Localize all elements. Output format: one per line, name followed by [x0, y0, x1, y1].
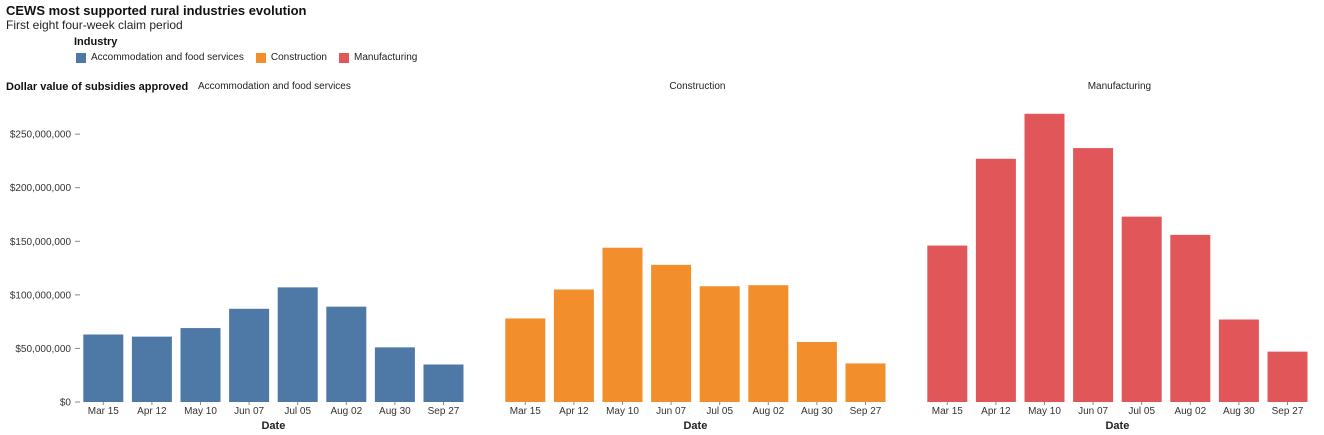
- x-tick-label: Jul 05: [284, 406, 311, 417]
- x-tick-label: May 10: [184, 406, 217, 417]
- facet-title-construction: Construction: [669, 81, 725, 92]
- x-tick-label: Mar 15: [510, 406, 542, 417]
- x-tick-label: Aug 30: [1223, 406, 1255, 417]
- facet-title-manufacturing: Manufacturing: [1088, 81, 1151, 92]
- x-tick-label: Apr 12: [137, 406, 167, 417]
- bar-accommodation-and-food-services-aug-02: [326, 306, 367, 402]
- x-axis-label: Date: [683, 420, 707, 432]
- legend-label-accommodation: Accommodation and food services: [91, 52, 244, 63]
- bar-accommodation-and-food-services-jul-05: [277, 287, 318, 402]
- y-tick-label: $150,000,000: [10, 237, 72, 248]
- x-tick-label: Jul 05: [706, 406, 733, 417]
- x-tick-label: Jun 07: [656, 406, 686, 417]
- bar-manufacturing-apr-12: [975, 158, 1016, 402]
- bar-accommodation-and-food-services-apr-12: [131, 336, 172, 402]
- bar-construction-may-10: [602, 247, 643, 402]
- x-tick-label: Aug 02: [752, 406, 784, 417]
- y-tick-label: $100,000,000: [10, 290, 72, 301]
- x-tick-label: Aug 30: [379, 406, 411, 417]
- bar-manufacturing-aug-30: [1218, 319, 1259, 402]
- legend: Accommodation and food services Construc…: [76, 52, 417, 63]
- y-axis-label: Dollar value of subsidies approved: [6, 81, 189, 93]
- bar-accommodation-and-food-services-aug-30: [374, 347, 415, 402]
- facet-title-accommodation-and-food-services: Accommodation and food services: [198, 81, 351, 92]
- x-tick-label: Apr 12: [559, 406, 589, 417]
- legend-item-accommodation[interactable]: Accommodation and food services: [76, 52, 244, 63]
- x-tick-label: Jul 05: [1128, 406, 1155, 417]
- bar-construction-aug-30: [796, 342, 837, 402]
- bar-accommodation-and-food-services-sep-27: [423, 364, 464, 402]
- x-tick-label: Sep 27: [1272, 406, 1304, 417]
- bar-construction-jun-07: [651, 264, 692, 402]
- bar-accommodation-and-food-services-mar-15: [83, 334, 124, 402]
- chart-subtitle: First eight four-week claim period: [6, 18, 183, 32]
- bar-construction-sep-27: [845, 363, 886, 402]
- y-tick-label: $200,000,000: [10, 183, 72, 194]
- legend-swatch-accommodation: [76, 52, 86, 63]
- bar-construction-jul-05: [699, 286, 740, 402]
- x-tick-label: Aug 02: [330, 406, 362, 417]
- legend-swatch-manufacturing: [339, 52, 349, 63]
- bar-manufacturing-mar-15: [927, 245, 968, 402]
- bar-accommodation-and-food-services-may-10: [180, 328, 221, 402]
- bar-manufacturing-jul-05: [1121, 216, 1162, 402]
- x-tick-label: Sep 27: [850, 406, 882, 417]
- y-tick-label: $50,000,000: [15, 344, 71, 355]
- legend-title: Industry: [74, 36, 118, 48]
- y-tick-label: $250,000,000: [10, 130, 72, 141]
- bar-construction-mar-15: [505, 318, 546, 402]
- x-axis-label: Date: [1105, 420, 1129, 432]
- x-tick-label: Mar 15: [88, 406, 120, 417]
- legend-item-manufacturing[interactable]: Manufacturing: [339, 52, 417, 63]
- bar-manufacturing-jun-07: [1073, 148, 1114, 402]
- legend-swatch-construction: [255, 52, 266, 63]
- x-tick-label: Aug 30: [801, 406, 833, 417]
- x-tick-label: Jun 07: [1078, 406, 1108, 417]
- legend-item-construction[interactable]: Construction: [255, 52, 327, 63]
- bar-manufacturing-may-10: [1024, 113, 1065, 403]
- chart-title: CEWS most supported rural industries evo…: [6, 3, 307, 18]
- x-tick-label: Jun 07: [234, 406, 264, 417]
- x-tick-label: Mar 15: [932, 406, 964, 417]
- x-tick-label: Aug 02: [1174, 406, 1206, 417]
- bar-accommodation-and-food-services-jun-07: [229, 308, 270, 402]
- bar-manufacturing-sep-27: [1267, 351, 1308, 402]
- x-tick-label: Sep 27: [428, 406, 460, 417]
- x-tick-label: May 10: [1028, 406, 1061, 417]
- x-tick-label: May 10: [606, 406, 639, 417]
- x-axis-label: Date: [261, 420, 285, 432]
- bar-manufacturing-aug-02: [1170, 234, 1211, 402]
- bar-construction-apr-12: [553, 289, 594, 402]
- legend-label-construction: Construction: [270, 52, 327, 63]
- legend-label-manufacturing: Manufacturing: [354, 52, 418, 63]
- x-tick-label: Apr 12: [981, 406, 1011, 417]
- y-tick-label: $0: [60, 398, 72, 409]
- bar-construction-aug-02: [748, 285, 789, 402]
